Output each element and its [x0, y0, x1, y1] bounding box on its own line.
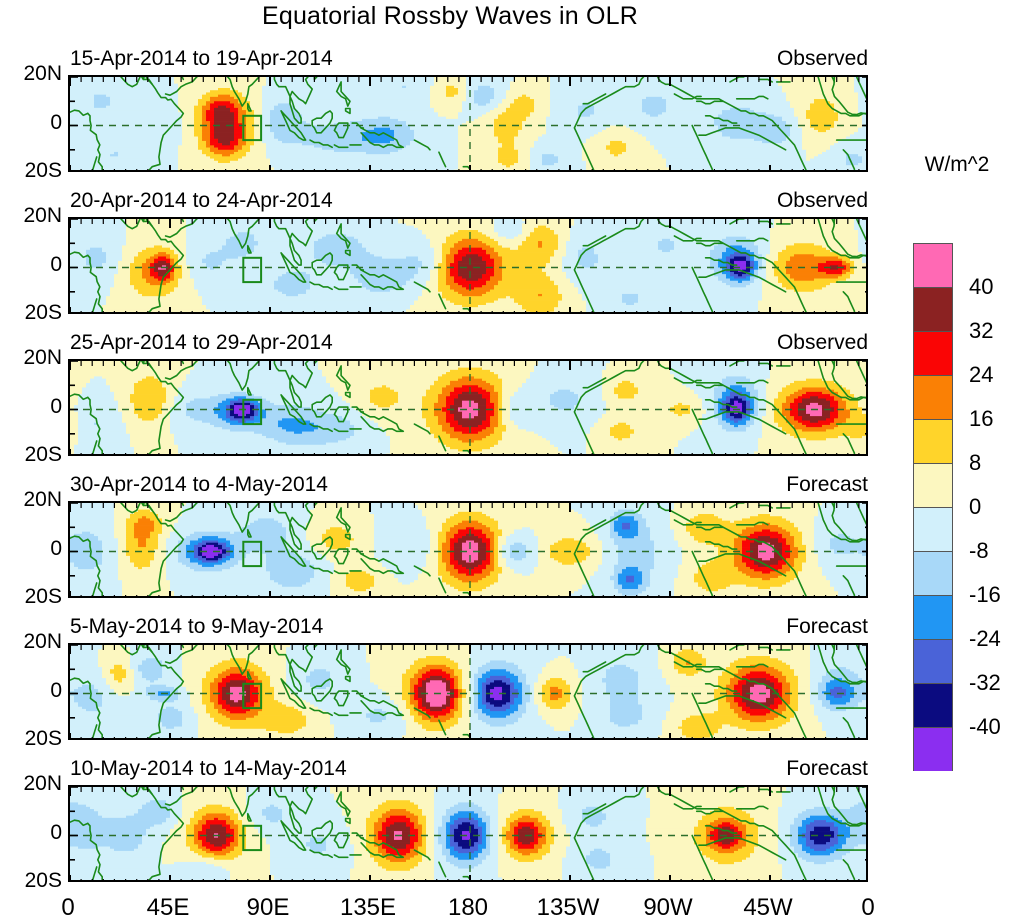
colorbar-tick-label: -8	[969, 538, 989, 563]
x-tick-label: 90E	[246, 894, 290, 921]
colorbar-tick-label: -16	[969, 582, 1001, 607]
y-tick-label: 20N	[23, 488, 62, 511]
map-plot-area	[68, 359, 868, 456]
panel-date-range-4: 30-Apr-2014 to 4-May-2014	[70, 473, 328, 496]
map-plot-area	[68, 785, 868, 882]
panel-date-range-5: 5-May-2014 to 9-May-2014	[70, 615, 324, 638]
y-tick-label: 20N	[23, 630, 62, 653]
colorbar-band	[913, 331, 953, 375]
colorbar-band	[913, 375, 953, 419]
panel-status-3: Observed	[776, 331, 868, 354]
y-tick-label: 20N	[23, 346, 62, 369]
y-tick-label: 0	[50, 394, 62, 418]
map-plot-area	[68, 75, 868, 172]
colorbar-tick-label: 32	[969, 318, 994, 343]
map-panel-2	[68, 217, 868, 314]
panel-date-range-6: 10-May-2014 to 14-May-2014	[70, 757, 347, 780]
colorbar-band	[913, 419, 953, 463]
map-plot-area	[68, 217, 868, 314]
page-title: Equatorial Rossby Waves in OLR	[261, 2, 639, 30]
x-tick-label: 45W	[743, 894, 793, 921]
colorbar-tick-label: -32	[969, 670, 1001, 695]
colorbar-tick-label: 0	[969, 494, 982, 519]
y-tick-label: 20S	[24, 585, 62, 608]
panel-status-5: Forecast	[786, 615, 868, 638]
y-tick-label: 20S	[24, 301, 62, 324]
panel-status-4: Forecast	[786, 473, 868, 496]
x-tick-label: 0	[861, 894, 875, 921]
y-tick-label: 0	[50, 110, 62, 134]
map-plot-area	[68, 643, 868, 740]
colorbar-unit-label: W/m^2	[924, 153, 990, 176]
y-tick-label: 0	[50, 820, 62, 844]
x-tick-label: 0	[61, 894, 75, 921]
colorbar-tick-label: -24	[969, 626, 1001, 651]
colorbar-tick-label: 16	[969, 406, 994, 431]
map-panel-1	[68, 75, 868, 172]
x-tick-label: 135W	[536, 894, 600, 921]
y-tick-label: 20S	[24, 159, 62, 182]
panel-status-1: Observed	[776, 47, 868, 70]
colorbar-tick-label: -40	[969, 714, 1001, 739]
panel-date-range-3: 25-Apr-2014 to 29-Apr-2014	[70, 331, 333, 354]
colorbar-band	[913, 683, 953, 727]
colorbar-band	[913, 595, 953, 639]
map-panel-5	[68, 643, 868, 740]
y-tick-label: 20S	[24, 443, 62, 466]
panel-date-range-1: 15-Apr-2014 to 19-Apr-2014	[70, 47, 333, 70]
panel-status-6: Forecast	[786, 757, 868, 780]
colorbar-tick-label: 40	[969, 274, 994, 299]
map-panel-4	[68, 501, 868, 598]
panel-date-range-2: 20-Apr-2014 to 24-Apr-2014	[70, 189, 333, 212]
colorbar-band	[913, 639, 953, 683]
map-plot-area	[68, 501, 868, 598]
y-tick-label: 20N	[23, 62, 62, 85]
y-tick-label: 20S	[24, 727, 62, 750]
map-panel-6	[68, 785, 868, 882]
colorbar-tick-label: 24	[969, 362, 994, 387]
colorbar-band	[913, 287, 953, 331]
colorbar: 40 32 24 16 8 0 -8 -16 -24 -32 -40 W/m^2	[913, 153, 1001, 771]
x-tick-label: 135E	[339, 894, 397, 921]
y-tick-label: 0	[50, 536, 62, 560]
y-tick-label: 20N	[23, 772, 62, 795]
panel-status-2: Observed	[776, 189, 868, 212]
x-tick-label: 180	[447, 894, 489, 921]
y-tick-label: 20N	[23, 204, 62, 227]
y-tick-label: 0	[50, 678, 62, 702]
x-tick-label: 45E	[146, 894, 190, 921]
map-panel-3	[68, 359, 868, 456]
colorbar-band	[913, 243, 953, 287]
y-tick-label: 0	[50, 252, 62, 276]
colorbar-tick-label: 8	[969, 450, 982, 475]
colorbar-band	[913, 727, 953, 771]
colorbar-band	[913, 507, 953, 551]
y-tick-label: 20S	[24, 869, 62, 892]
colorbar-band	[913, 463, 953, 507]
x-tick-label: 90W	[643, 894, 693, 921]
colorbar-band	[913, 551, 953, 595]
